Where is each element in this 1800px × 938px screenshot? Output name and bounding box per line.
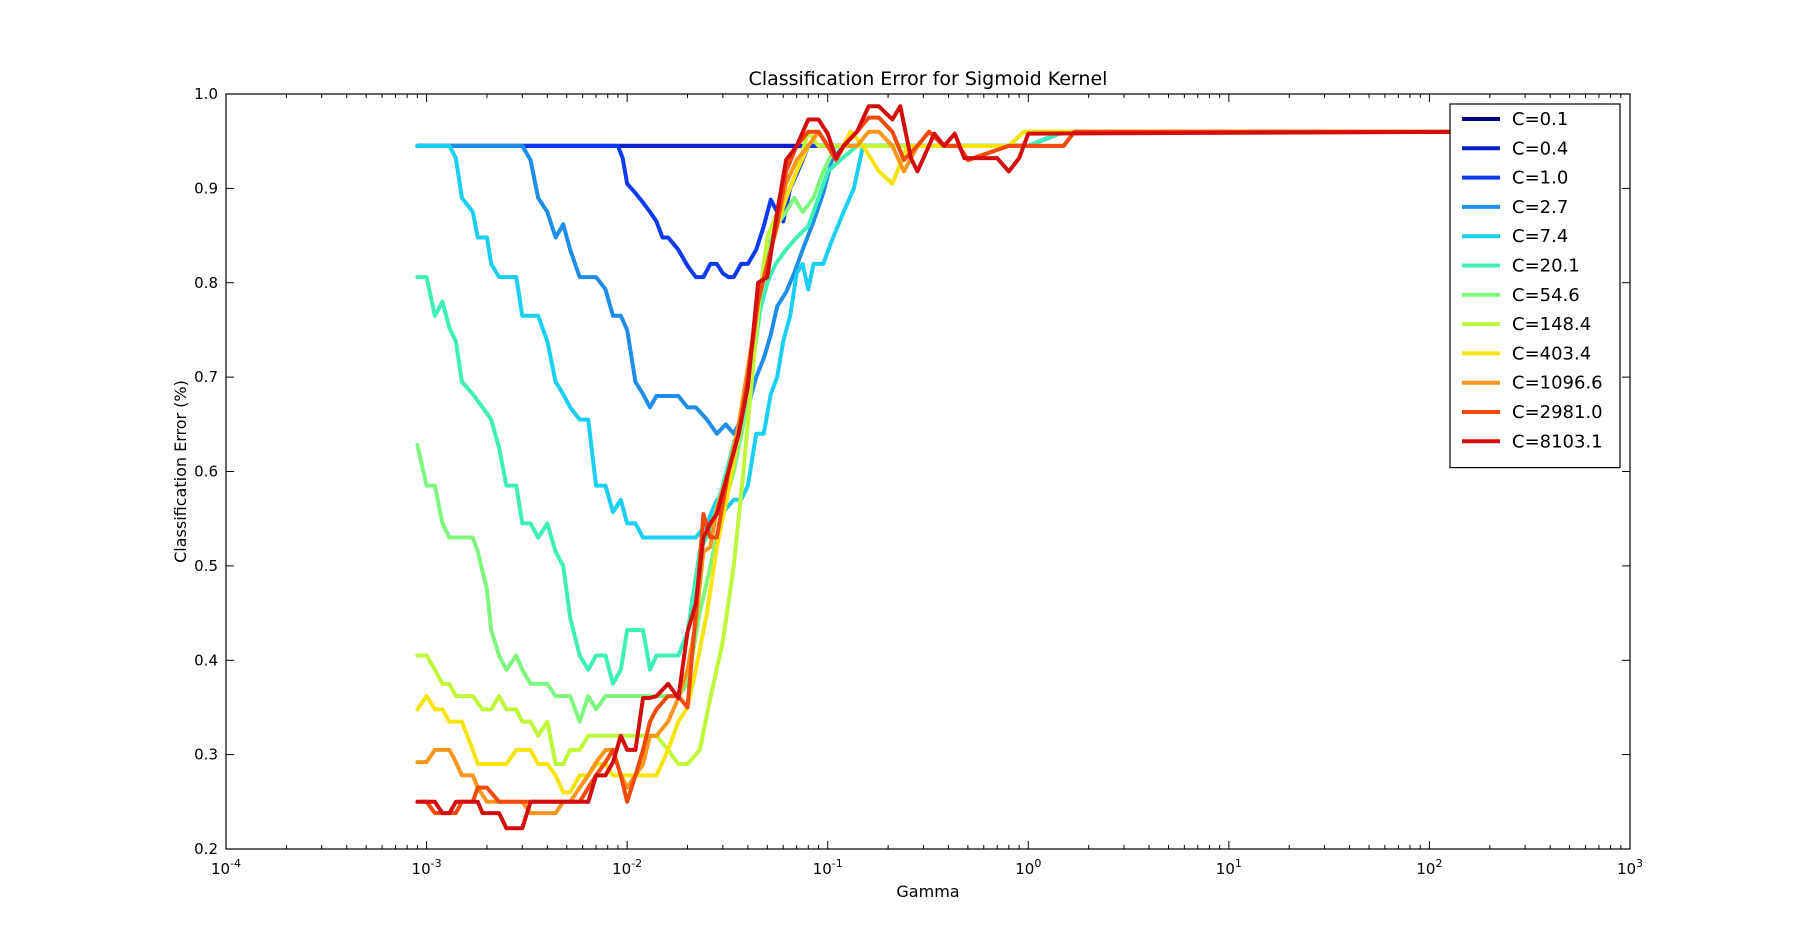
series-line-4 (415, 129, 1492, 540)
y-tick-label: 0.7 (194, 368, 218, 386)
x-tick-label: 10-1 (813, 857, 843, 878)
legend-label: C=2.7 (1512, 197, 1568, 218)
legend-label: C=1096.6 (1512, 373, 1603, 394)
series-line-11 (415, 104, 1492, 831)
x-tick-label: 10-3 (412, 857, 442, 878)
y-tick-label: 0.9 (194, 179, 218, 197)
legend-label: C=7.4 (1512, 226, 1568, 247)
y-axis-label: Classification Error (%) (171, 380, 190, 563)
tick-layer: 0.2 0.3 0.4 0.5 0.6 0.7 0.8 0.9 1.0 10-4 10-3 10-2 1… (194, 85, 1643, 878)
y-tick-label: 0.4 (194, 651, 218, 669)
series-line-5 (415, 129, 1492, 686)
legend-label: C=8103.1 (1512, 431, 1603, 452)
chart-title: Classification Error for Sigmoid Kernel (749, 68, 1108, 90)
y-tick-label: 1.0 (194, 85, 218, 103)
legend-frame (1449, 103, 1621, 469)
legend-label: C=1.0 (1512, 168, 1568, 189)
y-tick-label: 0.2 (194, 840, 218, 858)
x-tick-label: 103 (1617, 857, 1643, 878)
y-tick-label: 0.6 (194, 463, 218, 481)
x-tick-label: 10-2 (612, 857, 642, 878)
legend-label: C=2981.0 (1512, 402, 1603, 423)
legend-label: C=0.1 (1512, 109, 1568, 130)
legend-label: C=54.6 (1512, 285, 1580, 306)
x-tick-label: 102 (1416, 857, 1442, 878)
legend-label: C=0.4 (1512, 138, 1568, 159)
legend-label: C=20.1 (1512, 256, 1580, 277)
x-tick-label: 101 (1216, 857, 1242, 878)
y-tick-label: 0.8 (194, 274, 218, 292)
series-layer (415, 104, 1492, 831)
x-axis-label: Gamma (896, 882, 959, 901)
legend-label: C=148.4 (1512, 314, 1591, 335)
legend-label: C=403.4 (1512, 343, 1591, 364)
series-line-6 (415, 129, 1492, 724)
series-line-3 (415, 129, 1492, 436)
x-tick-label: 10-4 (211, 857, 241, 878)
x-tick-label: 100 (1015, 857, 1041, 878)
y-tick-label: 0.3 (194, 746, 218, 764)
legend: C=0.1 C=0.4 C=1.0 C=2.7 C=7.4 C=20.1 C=54.6 C=1… (1449, 103, 1621, 469)
y-tick-label: 0.5 (194, 557, 218, 575)
